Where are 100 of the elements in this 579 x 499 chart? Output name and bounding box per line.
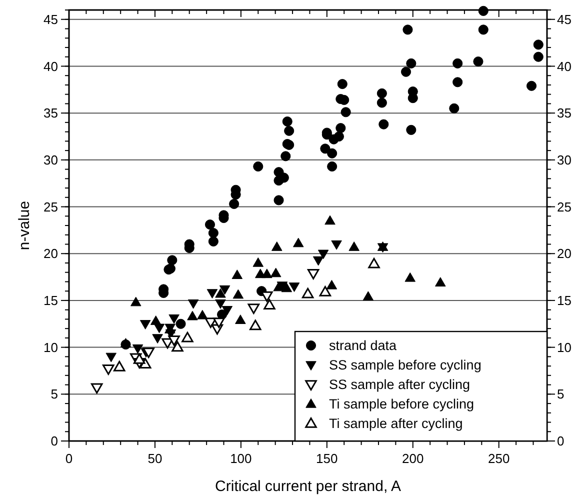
point bbox=[215, 288, 226, 298]
point bbox=[336, 123, 346, 134]
point bbox=[478, 6, 488, 16]
point bbox=[222, 306, 233, 316]
legend-label: Ti sample before cycling bbox=[329, 396, 474, 412]
point bbox=[324, 215, 336, 225]
y-tick-label: 15 bbox=[44, 293, 58, 308]
point bbox=[339, 94, 350, 105]
y2-tick-label: 20 bbox=[557, 246, 572, 262]
point bbox=[114, 360, 126, 372]
y2-tick-label: 15 bbox=[557, 293, 572, 308]
point bbox=[284, 126, 294, 136]
point bbox=[292, 238, 304, 248]
point bbox=[215, 299, 226, 309]
point bbox=[376, 98, 387, 108]
point bbox=[362, 291, 374, 301]
point bbox=[106, 352, 117, 362]
point bbox=[452, 58, 463, 68]
point bbox=[435, 277, 446, 286]
point bbox=[337, 78, 348, 90]
point bbox=[378, 119, 389, 130]
x-tick-label: 0 bbox=[65, 451, 73, 466]
y2-tick-label: 0 bbox=[557, 434, 564, 449]
point bbox=[368, 258, 380, 268]
point bbox=[319, 286, 332, 296]
point bbox=[229, 198, 240, 209]
point bbox=[533, 52, 544, 62]
point bbox=[302, 288, 314, 298]
y-tick-label: 10 bbox=[44, 340, 58, 355]
y-axis-title: n-value bbox=[16, 200, 33, 250]
y2-tick-label: 40 bbox=[557, 58, 572, 74]
point bbox=[312, 256, 324, 266]
point bbox=[213, 318, 225, 328]
point bbox=[235, 314, 246, 324]
point bbox=[348, 242, 360, 251]
point bbox=[182, 332, 194, 342]
point bbox=[274, 195, 284, 206]
point bbox=[262, 268, 272, 278]
legend-label: SS sample after cycling bbox=[329, 377, 470, 392]
y-tick-label: 25 bbox=[44, 199, 58, 214]
point bbox=[402, 24, 413, 35]
point bbox=[533, 40, 544, 50]
x-axis-title: Critical current per strand, A bbox=[215, 478, 401, 495]
x-tick-label: 50 bbox=[148, 451, 162, 466]
point bbox=[90, 383, 103, 394]
y-tick-label: 20 bbox=[44, 246, 58, 262]
y2-tick-label: 30 bbox=[557, 152, 572, 168]
legend-label: Ti sample after cycling bbox=[329, 416, 463, 432]
point bbox=[326, 280, 338, 290]
point bbox=[250, 320, 262, 330]
point bbox=[172, 341, 184, 352]
point bbox=[176, 318, 186, 329]
point bbox=[206, 289, 218, 299]
y-tick-label: 0 bbox=[50, 434, 58, 449]
point bbox=[150, 316, 162, 325]
point bbox=[288, 282, 300, 292]
point bbox=[197, 310, 208, 320]
point bbox=[408, 93, 418, 104]
point bbox=[132, 344, 144, 354]
x-tick-label: 100 bbox=[230, 451, 252, 466]
y2-tick-label: 35 bbox=[557, 106, 572, 121]
point bbox=[449, 103, 460, 114]
point bbox=[208, 228, 218, 238]
x-tick-label: 250 bbox=[488, 451, 510, 466]
point bbox=[204, 220, 216, 230]
y-tick-label: 35 bbox=[44, 106, 58, 121]
point bbox=[253, 161, 264, 172]
point bbox=[280, 151, 291, 162]
point bbox=[282, 116, 292, 127]
point bbox=[187, 310, 198, 320]
y-tick-label: 30 bbox=[44, 152, 58, 168]
point bbox=[264, 299, 276, 310]
y-tick-label: 5 bbox=[50, 386, 58, 402]
point bbox=[232, 270, 243, 279]
point bbox=[140, 320, 151, 330]
point bbox=[270, 268, 282, 278]
point bbox=[473, 56, 484, 67]
point bbox=[120, 338, 132, 348]
point bbox=[452, 77, 463, 88]
point bbox=[133, 353, 146, 364]
point bbox=[168, 314, 180, 324]
y2-tick-label: 5 bbox=[557, 386, 564, 402]
point bbox=[167, 255, 178, 266]
point bbox=[318, 250, 329, 260]
point bbox=[526, 80, 537, 91]
point bbox=[208, 236, 218, 246]
point bbox=[130, 296, 142, 306]
y2-tick-label: 45 bbox=[557, 12, 572, 27]
point bbox=[252, 257, 264, 267]
y-tick-label: 45 bbox=[44, 12, 58, 27]
point bbox=[232, 289, 244, 299]
point bbox=[248, 304, 260, 314]
x-tick-label: 150 bbox=[316, 451, 338, 466]
point bbox=[152, 334, 163, 344]
y2-tick-label: 25 bbox=[557, 199, 572, 214]
point bbox=[307, 268, 320, 280]
point bbox=[376, 88, 387, 98]
legend-label: strand data bbox=[329, 338, 398, 354]
y-tick-label: 40 bbox=[44, 58, 58, 74]
point bbox=[331, 240, 342, 250]
